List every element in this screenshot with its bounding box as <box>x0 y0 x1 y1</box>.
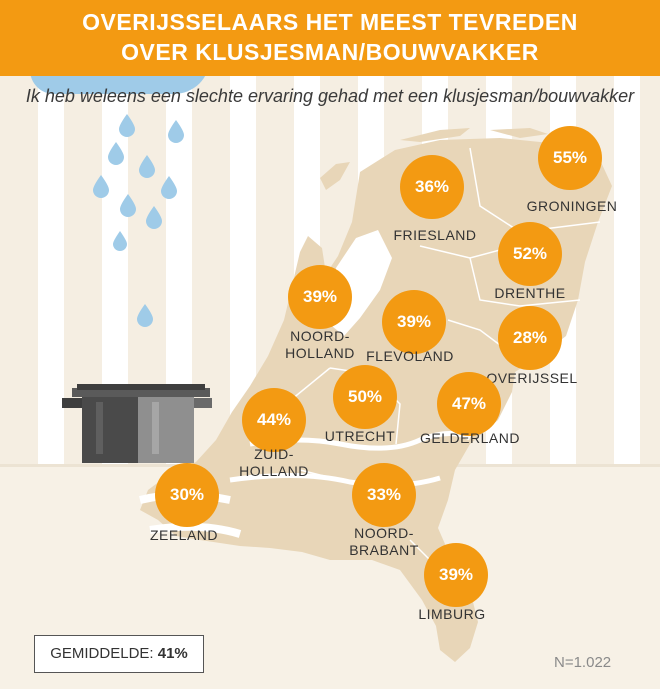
water-drop-icon <box>113 231 127 251</box>
badge-zuid-holland: 44% <box>242 388 306 452</box>
badge-overijssel: 28% <box>498 306 562 370</box>
label-utrecht: UTRECHT <box>324 428 396 444</box>
water-drop-icon <box>120 194 136 217</box>
average-value: 41% <box>157 645 188 662</box>
water-drop-icon <box>93 175 109 198</box>
label-noord-holland: NOORD- HOLLAND <box>280 328 360 362</box>
water-drop-icon <box>137 304 153 327</box>
title-line-2: OVER KLUSJESMAN/BOUWVAKKER <box>121 39 539 65</box>
label-noord-holland-line1: NOORD- <box>290 328 350 344</box>
label-noord-brabant-line1: NOORD- <box>354 525 414 541</box>
label-zuid-holland: ZUID- HOLLAND <box>230 446 318 480</box>
badge-zeeland: 30% <box>155 463 219 527</box>
water-drop-icon <box>139 155 155 178</box>
label-friesland: FRIESLAND <box>393 227 477 243</box>
water-drops <box>93 114 184 327</box>
label-drenthe: DRENTHE <box>494 285 566 301</box>
badge-groningen: 55% <box>538 126 602 190</box>
water-drop-icon <box>168 120 184 143</box>
water-drop-icon <box>119 114 135 137</box>
average-label: GEMIDDELDE: <box>50 645 158 662</box>
badge-noord-holland: 39% <box>288 265 352 329</box>
badge-utrecht: 50% <box>333 365 397 429</box>
label-zeeland: ZEELAND <box>149 527 219 543</box>
badge-limburg: 39% <box>424 543 488 607</box>
label-flevoland: FLEVOLAND <box>366 348 454 364</box>
label-gelderland: GELDERLAND <box>420 430 520 446</box>
water-drop-icon <box>161 176 177 199</box>
label-zuid-holland-line1: ZUID- <box>254 446 294 462</box>
badge-drenthe: 52% <box>498 222 562 286</box>
label-limburg: LIMBURG <box>418 606 486 622</box>
cooking-pot-icon <box>62 384 212 463</box>
label-groningen: GRONINGEN <box>526 198 618 214</box>
badge-flevoland: 39% <box>382 290 446 354</box>
label-noord-brabant: NOORD- BRABANT <box>340 525 428 559</box>
label-zuid-holland-line2: HOLLAND <box>239 463 309 479</box>
header-banner: OVERIJSSELAARS HET MEEST TEVREDEN OVER K… <box>0 0 660 76</box>
badge-gelderland: 47% <box>437 372 501 436</box>
subtitle: Ik heb weleens een slechte ervaring geha… <box>25 86 635 106</box>
average-box: GEMIDDELDE: 41% <box>34 635 204 673</box>
sample-size: N=1.022 <box>554 654 612 671</box>
water-drop-icon <box>108 142 124 165</box>
label-noord-brabant-line2: BRABANT <box>349 542 419 558</box>
label-overijssel: OVERIJSSEL <box>486 370 578 386</box>
badge-friesland: 36% <box>400 155 464 219</box>
badge-noord-brabant: 33% <box>352 463 416 527</box>
label-noord-holland-line2: HOLLAND <box>285 345 355 361</box>
water-drop-icon <box>146 206 162 229</box>
title-line-1: OVERIJSSELAARS HET MEEST TEVREDEN <box>82 9 578 35</box>
